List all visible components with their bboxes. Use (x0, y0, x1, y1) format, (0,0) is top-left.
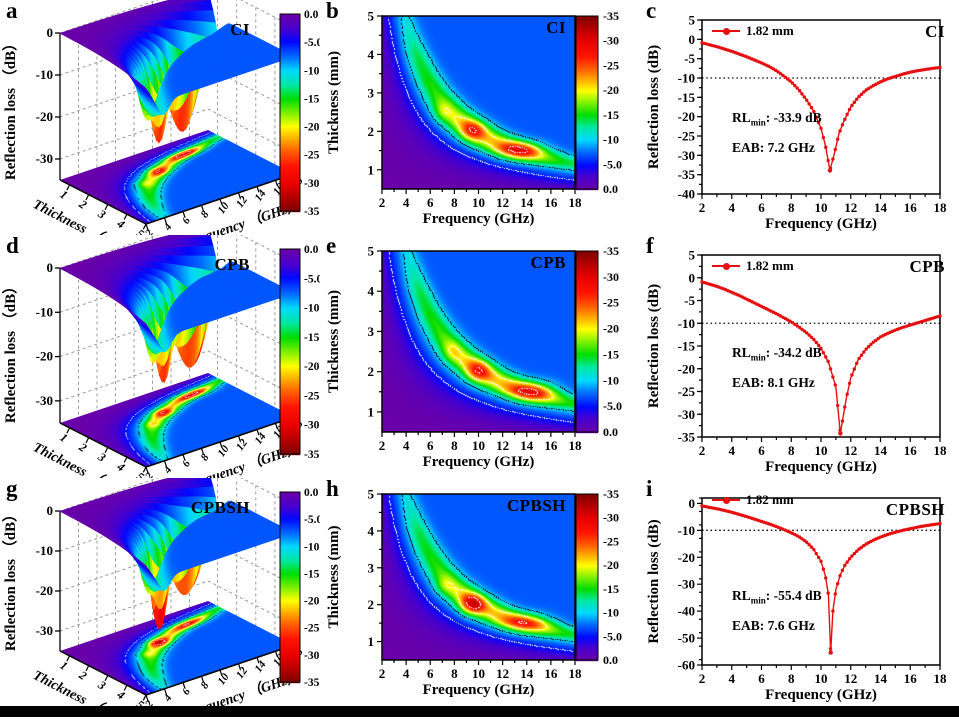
panel-letter: f (646, 233, 654, 258)
panel-e: e CPB (320, 233, 640, 478)
rl-min-annotation: RLmin: -34.2 dB (732, 345, 822, 363)
legend-label: 1.82 mm (746, 23, 794, 38)
eab-annotation: EAB: 7.6 GHz (732, 618, 815, 633)
line-chart-canvas-cpb (640, 235, 959, 478)
bottom-rule (0, 706, 959, 717)
legend-dot-icon (723, 27, 730, 35)
sample-label: CPBSH (506, 496, 566, 515)
legend-dot-icon (723, 496, 730, 504)
sample-label: CPBSH (885, 500, 945, 519)
sample-label: CPB (530, 253, 566, 272)
panel-h: h CPBSH (320, 476, 640, 706)
legend-line-marker (712, 262, 740, 270)
sample-label: CPB (214, 255, 250, 274)
surface3d-canvas-ci (0, 0, 320, 235)
sample-label: CI (230, 20, 250, 39)
panel-d: d CPB (0, 233, 320, 478)
panel-letter: g (6, 476, 18, 501)
heatmap-canvas-cpb (320, 235, 640, 478)
rl-min-annotation: RLmin: -33.9 dB (732, 110, 822, 128)
panel-letter: h (326, 476, 339, 501)
line-chart-canvas-cpbsh (640, 478, 959, 706)
legend: 1.82 mm (712, 258, 794, 274)
panel-c: c CI 1.82 mm RLmin: -33.9 dB EAB: 7.2 GH… (640, 0, 959, 235)
legend: 1.82 mm (712, 23, 794, 39)
sample-label: CI (546, 18, 566, 37)
rl-min-annotation: RLmin: -55.4 dB (732, 588, 822, 606)
eab-annotation: EAB: 7.2 GHz (732, 140, 815, 155)
eab-annotation: EAB: 8.1 GHz (732, 375, 815, 390)
surface3d-canvas-cpbsh (0, 478, 320, 706)
surface3d-canvas-cpb (0, 235, 320, 478)
legend-label: 1.82 mm (746, 492, 794, 507)
heatmap-canvas-cpbsh (320, 478, 640, 706)
sample-label: CPBSH (190, 498, 250, 517)
line-chart-canvas-ci (640, 0, 959, 235)
legend-dot-icon (723, 262, 730, 270)
panel-b: b CI (320, 0, 640, 235)
sample-label: CPB (909, 257, 945, 276)
legend-line-marker (712, 496, 740, 504)
panel-i: i CPBSH 1.82 mm RLmin: -55.4 dB EAB: 7.6… (640, 476, 959, 706)
panel-letter: i (646, 476, 653, 501)
panel-letter: a (6, 0, 18, 23)
panel-f: f CPB 1.82 mm RLmin: -34.2 dB EAB: 8.1 G… (640, 233, 959, 478)
panel-letter: e (326, 233, 337, 258)
panel-letter: c (646, 0, 657, 23)
panel-g: g CPBSH (0, 476, 320, 706)
legend-line-marker (712, 27, 740, 35)
legend-label: 1.82 mm (746, 258, 794, 273)
panel-a: a CI (0, 0, 320, 235)
legend: 1.82 mm (712, 492, 794, 508)
heatmap-canvas-ci (320, 0, 640, 235)
panel-letter: b (326, 0, 339, 23)
panel-letter: d (6, 233, 19, 258)
sample-label: CI (925, 22, 945, 41)
